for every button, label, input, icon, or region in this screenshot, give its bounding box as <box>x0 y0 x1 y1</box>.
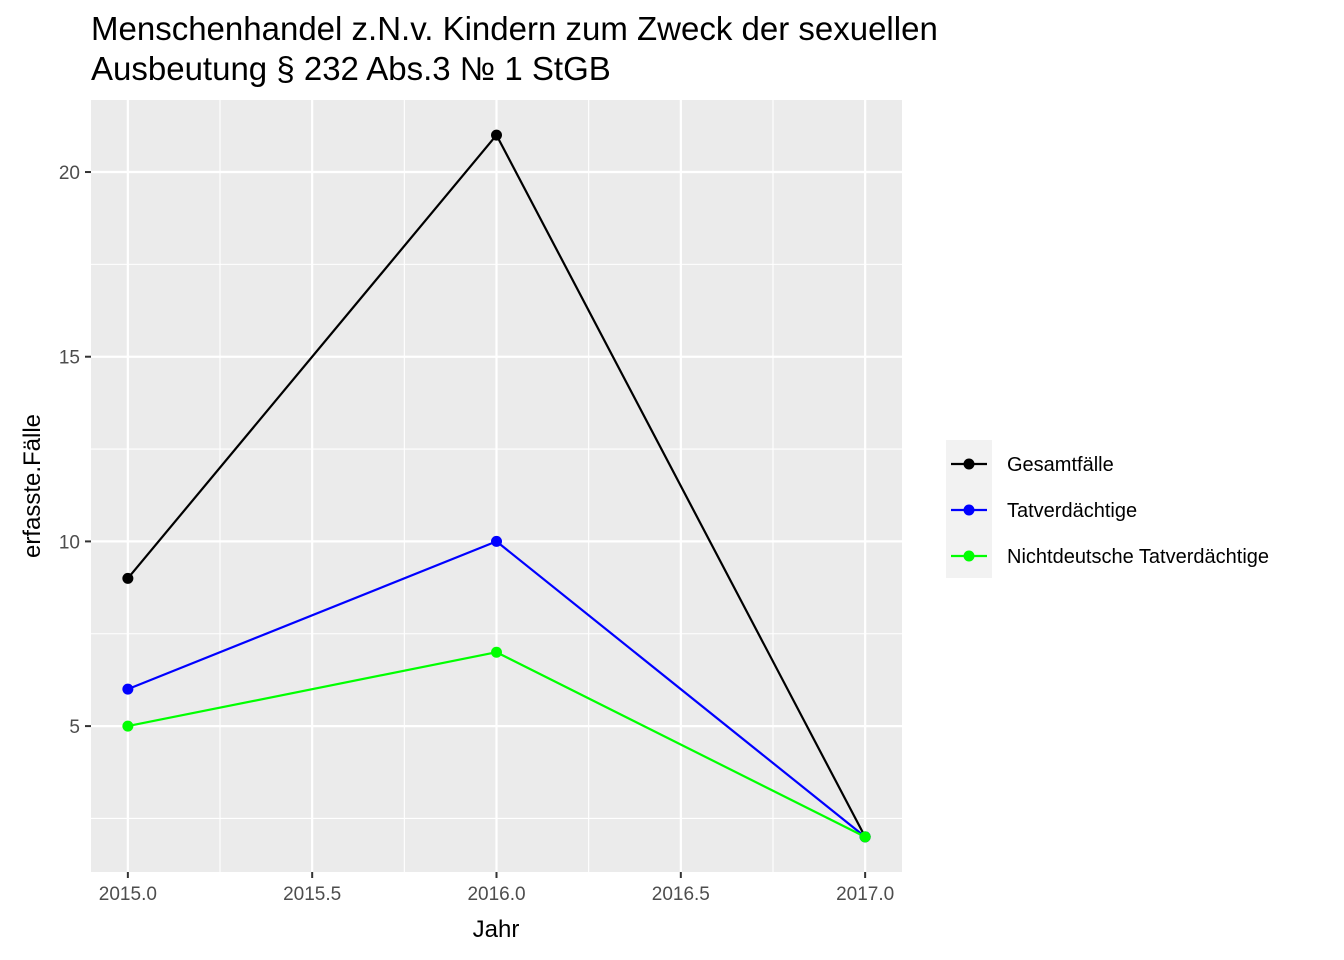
legend-label-0: Gesamtfälle <box>1007 454 1114 476</box>
y-tick-label: 20 <box>59 163 80 184</box>
data-point-series-0 <box>122 572 134 584</box>
tick-labels: 5 10 15 20 2015.0 2015.5 2016.0 2016.5 2017.0 <box>59 163 894 905</box>
legend-marker-0 <box>963 458 975 470</box>
x-tick-label: 2016.5 <box>652 884 710 905</box>
y-tick-label: 15 <box>59 348 80 369</box>
data-point-series-2 <box>859 831 871 843</box>
data-point-series-2 <box>122 720 134 732</box>
y-tick-label: 10 <box>59 532 80 553</box>
legend: Gesamtfälle Tatverdächtige Nichtdeutsche T… <box>951 454 1269 568</box>
series-points <box>122 129 871 843</box>
data-point-series-0 <box>491 129 502 141</box>
x-tick-label: 2016.0 <box>467 884 525 905</box>
data-point-series-2 <box>491 646 502 658</box>
legend-label-1: Tatverdächtige <box>1007 500 1137 522</box>
y-tick-label: 5 <box>69 717 80 738</box>
y-axis-title: erfasste.Fälle <box>19 414 46 558</box>
chart-title-line-1: Menschenhandel z.N.v. Kindern zum Zweck … <box>91 10 938 47</box>
legend-marker-2 <box>963 550 975 562</box>
legend-marker-1 <box>963 504 975 516</box>
legend-label-2: Nichtdeutsche Tatverdächtige <box>1007 546 1269 568</box>
data-point-series-1 <box>122 683 134 695</box>
x-tick-label: 2015.5 <box>283 884 341 905</box>
axis-ticks <box>85 171 867 878</box>
data-point-series-1 <box>491 535 502 547</box>
x-axis-title: Jahr <box>473 916 520 943</box>
x-tick-label: 2017.0 <box>836 884 894 905</box>
chart-title-line-2: Ausbeutung § 232 Abs.3 № 1 StGB <box>91 50 611 87</box>
x-tick-label: 2015.0 <box>99 884 157 905</box>
